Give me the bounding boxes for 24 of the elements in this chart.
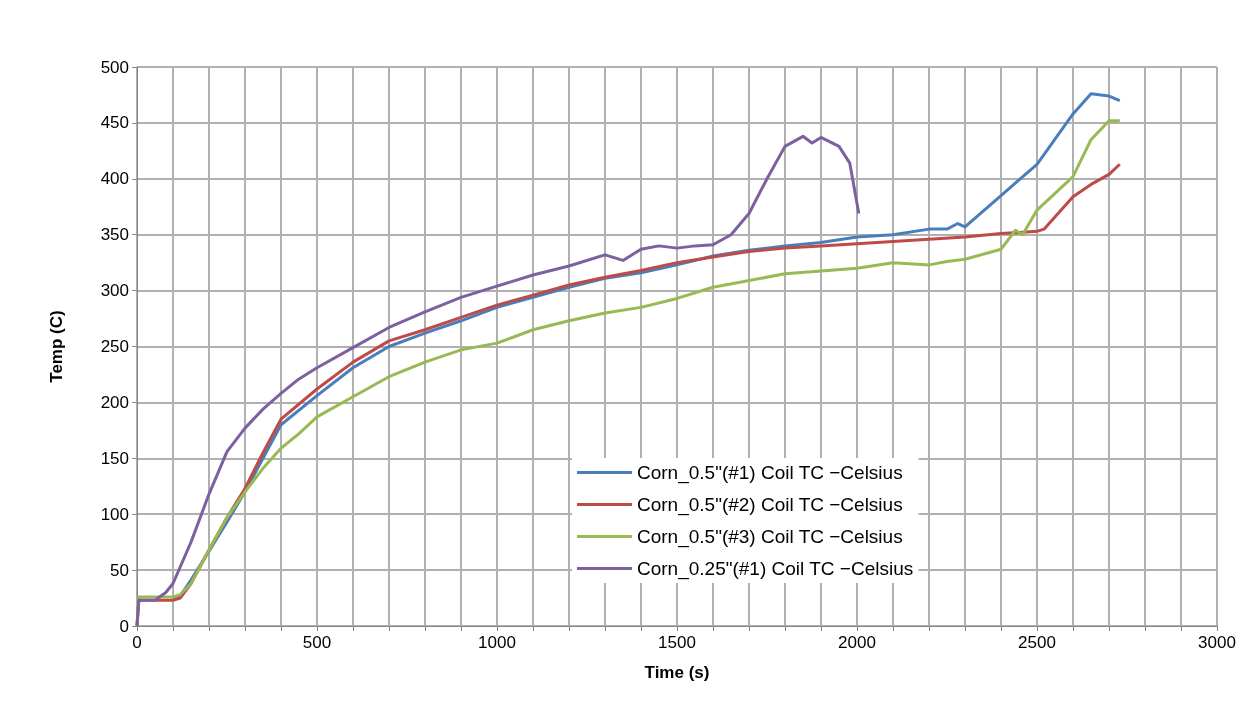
y-tick-label: 300 [100,281,129,301]
legend-label: Corn_0.5"(#1) Coil TC −Celsius [637,462,903,484]
y-tick-label: 0 [119,616,129,636]
x-tick-label: 2000 [838,633,876,652]
y-tick-label: 100 [100,504,129,524]
legend-label: Corn_0.5"(#2) Coil TC −Celsius [637,494,903,516]
y-tick-label: 350 [100,225,129,245]
x-tick-label: 3000 [1198,633,1236,652]
y-axis-title: Temp (C) [47,310,66,383]
x-tick-label: 1500 [658,633,696,652]
y-tick-label: 150 [100,448,129,468]
y-tick-label: 400 [100,169,129,189]
legend-label: Corn_0.5"(#3) Coil TC −Celsius [637,526,903,548]
y-tick-label: 50 [110,560,129,580]
y-tick-label: 250 [100,337,129,356]
x-tick-label: 2500 [1018,633,1056,652]
x-tick-label: 1000 [478,633,516,652]
x-tick-label: 500 [302,633,332,652]
x-tick-label: 0 [132,633,142,652]
legend-label: Corn_0.25"(#1) Coil TC −Celsius [637,558,914,580]
y-tick-label: 450 [100,113,129,133]
x-axis-title: Time (s) [644,663,710,682]
y-tick-label: 200 [100,392,129,412]
y-tick-label: 500 [100,57,129,77]
